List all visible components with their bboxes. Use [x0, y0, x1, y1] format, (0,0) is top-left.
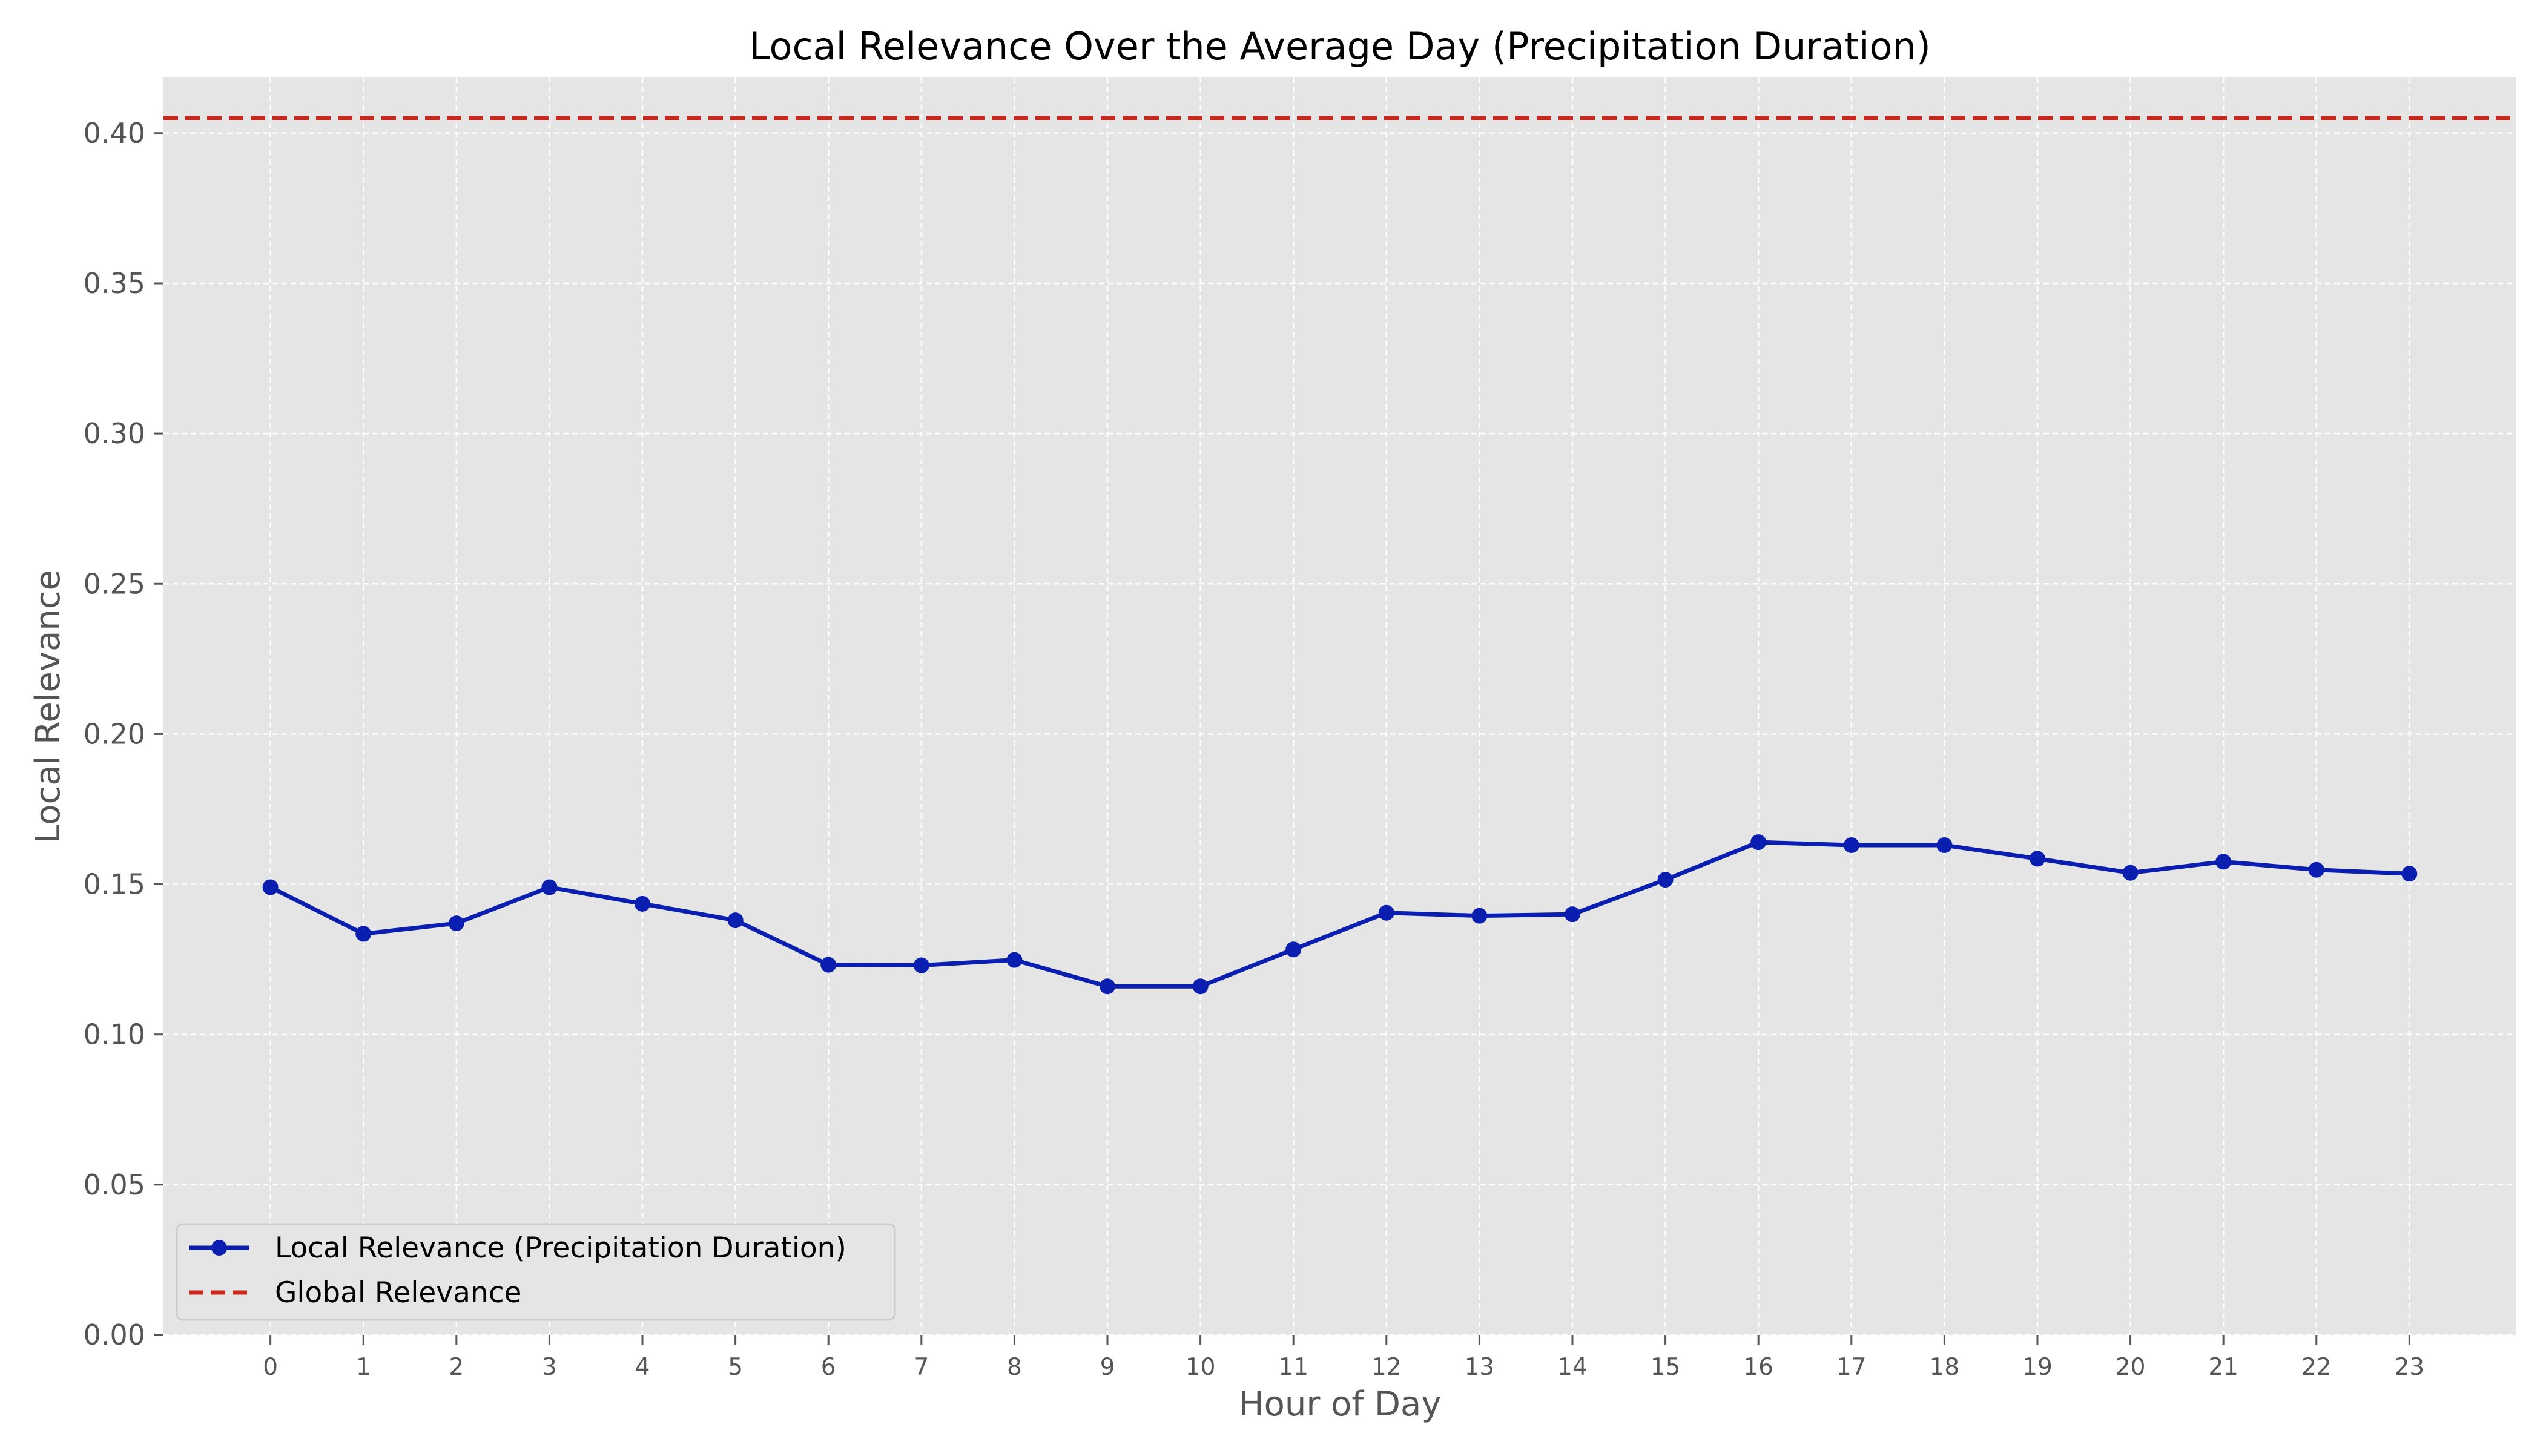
x-tick-label: 23 [2395, 1354, 2425, 1381]
data-point [1843, 837, 1859, 854]
x-tick-label: 0 [263, 1354, 278, 1381]
x-tick-label: 20 [2116, 1354, 2146, 1381]
y-tick-label: 0.05 [84, 1168, 145, 1201]
x-tick-label: 7 [914, 1354, 929, 1381]
x-tick-label: 19 [2022, 1354, 2053, 1381]
x-tick-label: 8 [1007, 1354, 1022, 1381]
x-tick-label: 2 [449, 1354, 464, 1381]
data-point [1471, 908, 1488, 924]
x-tick-label: 10 [1186, 1354, 1216, 1381]
legend-label-local-relevance: Local Relevance (Precipitation Duration) [275, 1231, 846, 1265]
y-tick-label: 0.10 [84, 1018, 145, 1051]
y-tick-label: 0.25 [84, 567, 145, 600]
data-point [1192, 978, 1209, 995]
data-point [541, 879, 558, 895]
series-layer [163, 116, 2516, 995]
y-tick-label: 0.15 [84, 868, 145, 901]
data-point [820, 957, 837, 973]
x-tick-label: 22 [2301, 1354, 2332, 1381]
x-tick-label: 14 [1557, 1354, 1588, 1381]
data-point [355, 926, 372, 942]
x-tick-label: 12 [1371, 1354, 1402, 1381]
data-point [2215, 854, 2232, 870]
x-tick-label: 18 [1930, 1354, 1960, 1381]
x-axis-label: Hour of Day [1238, 1385, 1441, 1424]
data-point [1006, 952, 1023, 968]
legend-marker-local-relevance [211, 1240, 227, 1256]
data-point [635, 895, 651, 912]
local-relevance-line [269, 840, 2410, 989]
x-tick-label: 11 [1278, 1354, 1308, 1381]
x-tick-label: 3 [542, 1354, 557, 1381]
data-point [1285, 941, 1302, 958]
data-point [913, 957, 929, 973]
data-point [262, 879, 279, 895]
y-tick-label: 0.00 [84, 1319, 145, 1351]
legend-box [176, 1223, 896, 1321]
data-point [448, 915, 464, 932]
plot-background [163, 77, 2516, 1335]
y-tick-label: 0.30 [84, 417, 145, 450]
x-tick-label: 21 [2208, 1354, 2238, 1381]
data-point [2029, 851, 2045, 867]
data-point [2401, 866, 2418, 882]
axes: 0.000.050.100.150.200.250.300.350.400 1 2 3… [84, 117, 2425, 1381]
x-tick-label: 6 [821, 1354, 836, 1381]
data-point [1936, 837, 1953, 854]
x-tick-label: 4 [635, 1354, 650, 1381]
grid-lines [163, 77, 2516, 1336]
data-point [1100, 978, 1116, 995]
chart-title: Local Relevance Over the Average Day (Pr… [749, 24, 1931, 68]
data-point [1657, 872, 1674, 888]
data-point [727, 912, 744, 929]
x-tick-label: 5 [728, 1354, 743, 1381]
x-tick-label: 13 [1465, 1354, 1495, 1381]
data-point [1750, 834, 1767, 851]
y-tick-label: 0.35 [84, 267, 145, 300]
x-tick-label: 17 [1836, 1354, 1867, 1381]
y-axis-label: Local Relevance [28, 570, 68, 843]
x-tick-label: 15 [1651, 1354, 1681, 1381]
legend-label-global-relevance: Global Relevance [275, 1276, 521, 1309]
x-tick-label: 16 [1743, 1354, 1773, 1381]
data-point [2308, 861, 2324, 878]
y-tick-label: 0.40 [84, 117, 145, 150]
data-point [2122, 865, 2139, 881]
x-tick-label: 9 [1100, 1354, 1115, 1381]
x-tick-label: 1 [356, 1354, 371, 1381]
legend: Local Relevance (Precipitation Duration)… [176, 1223, 896, 1321]
data-point [1378, 904, 1394, 921]
data-point [1564, 906, 1580, 923]
y-tick-label: 0.20 [84, 717, 145, 750]
